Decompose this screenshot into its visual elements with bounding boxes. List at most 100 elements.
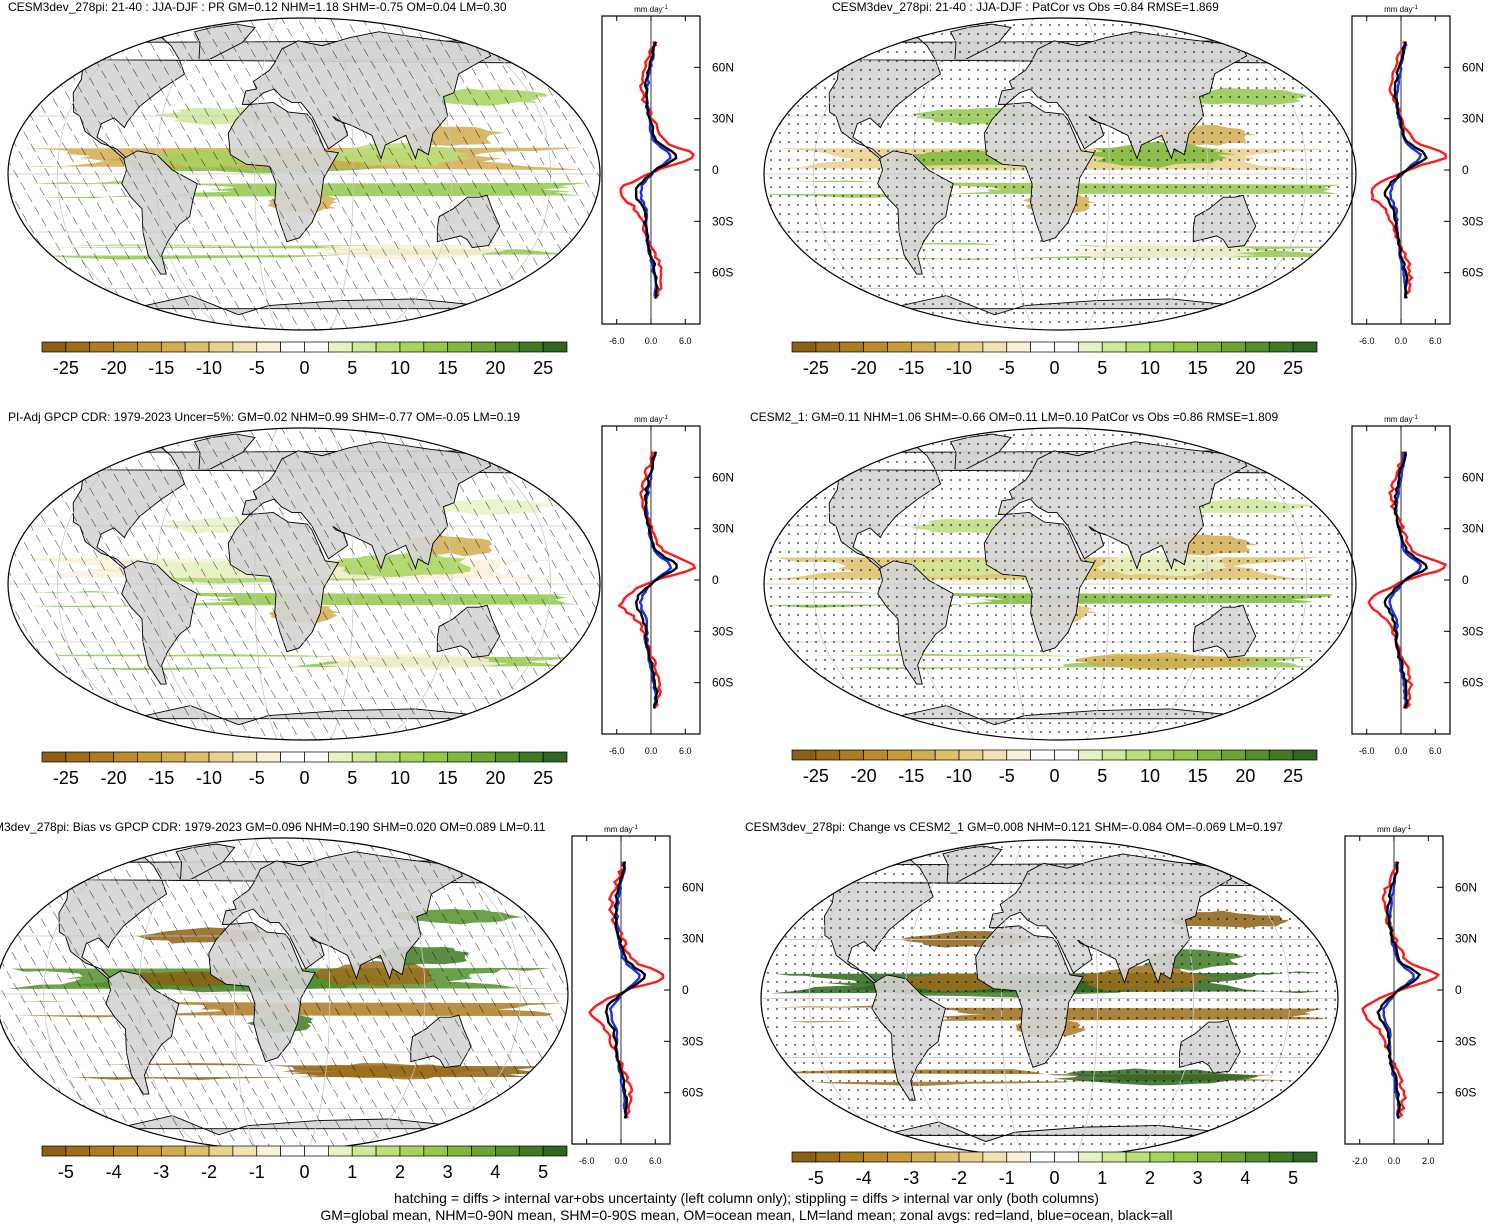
colorbar-swatch [471, 341, 496, 353]
zonal-average-plot: mm day-1 -6.0 0.0 6.0 60N 30N 0 30S 60S [571, 825, 704, 1166]
colorbar-swatch [1101, 1151, 1127, 1163]
colorbar-swatch [89, 341, 114, 353]
colorbar-swatch [351, 1145, 377, 1157]
colorbar-swatch [304, 1145, 329, 1157]
zonal-x-tick-label: -6.0 [1359, 746, 1375, 756]
zonal-lat-label: 60N [712, 60, 734, 74]
colorbar-swatch [863, 1151, 888, 1163]
zonal-x-tick-label: 6.0 [649, 1156, 662, 1166]
colorbar-swatch [160, 751, 186, 763]
colorbar-swatch [399, 341, 425, 353]
footer-notes: hatching = diffs > internal var+obs unce… [0, 1190, 1493, 1224]
colorbar-swatch [304, 341, 329, 353]
colorbar-tick-label: -2 [201, 1162, 217, 1182]
colorbar-swatch [542, 1145, 568, 1157]
colorbar-swatch [423, 341, 449, 353]
colorbar-swatch [1054, 341, 1079, 353]
colorbar-tick-label: -20 [851, 766, 877, 786]
colorbar-swatch [1078, 749, 1103, 761]
colorbar-swatch [256, 751, 281, 763]
colorbar-swatch [399, 751, 425, 763]
colorbar-swatch [1245, 749, 1270, 761]
colorbar-swatch [232, 341, 258, 353]
colorbar-tick-label: 25 [1283, 358, 1303, 378]
zonal-lat-label: 30S [1462, 214, 1483, 228]
colorbar-swatch [471, 751, 496, 763]
panel-title: CESM3dev_278pi: 21-40 : JJA-DJF : PatCor… [832, 0, 1219, 14]
zonal-x-tick-label: 6.0 [1429, 336, 1442, 346]
colorbar-swatch [1173, 749, 1199, 761]
zonal-lat-label: 60S [1462, 676, 1483, 690]
zonal-unit-label: mm day-1 [634, 415, 668, 424]
colorbar: -5 -4 -3 -2 -1 0 1 2 3 4 5 [41, 1145, 568, 1182]
panel-title: CESM2_1: GM=0.11 NHM=1.06 SHM=-0.66 OM=0… [750, 410, 1279, 424]
panel-gpcp-obs: PI-Adj GPCP CDR: 1979-2023 Uncer=5%: GM=… [0, 410, 740, 800]
colorbar-tick-label: 25 [533, 768, 553, 788]
colorbar-swatch [137, 1145, 162, 1157]
zonal-lat-label: 30N [682, 932, 704, 946]
panel-change-vs-cesm2: CESM3dev_278pi: Change vs CESM2_1 GM=0.0… [745, 820, 1493, 1190]
colorbar-swatch [910, 341, 936, 353]
colorbar-swatch [232, 1145, 258, 1157]
colorbar-swatch [791, 341, 817, 353]
colorbar-tick-label: -1 [999, 1168, 1015, 1188]
panel-title: CESM3dev_278pi: Change vs CESM2_1 GM=0.0… [745, 820, 1283, 834]
colorbar-swatch [41, 1145, 67, 1157]
colorbar-swatch [495, 341, 520, 353]
colorbar-tick-label: 4 [490, 1162, 500, 1182]
zonal-average-plot: mm day-1 -2.0 0.0 2.0 60N 30N 0 30S 60S [1344, 825, 1477, 1166]
footer-line-1: hatching = diffs > internal var+obs unce… [394, 1190, 1099, 1206]
colorbar-swatch [542, 341, 568, 353]
colorbar-swatch [982, 1151, 1008, 1163]
colorbar-swatch [65, 1145, 91, 1157]
colorbar-swatch [423, 1145, 449, 1157]
zonal-x-tick-label: 0.0 [1395, 336, 1408, 346]
colorbar-swatch [839, 341, 864, 353]
zonal-x-tick-label: 6.0 [679, 336, 692, 346]
colorbar-swatch [958, 749, 984, 761]
zonal-all-curve [1376, 861, 1422, 1119]
colorbar-swatch [1173, 1151, 1199, 1163]
zonal-lat-label: 60S [712, 676, 733, 690]
colorbar-tick-label: -5 [999, 358, 1015, 378]
colorbar-tick-label: 10 [1140, 766, 1160, 786]
colorbar-swatch [423, 751, 449, 763]
colorbar-swatch [1268, 341, 1294, 353]
colorbar-swatch [1006, 341, 1031, 353]
zonal-all-curve [1383, 41, 1428, 299]
zonal-x-tick-label: 0.0 [645, 336, 658, 346]
colorbar-swatch [256, 1145, 281, 1157]
colorbar-tick-label: -5 [249, 768, 265, 788]
colorbar-swatch [791, 1151, 817, 1163]
colorbar-tick-label: -4 [106, 1162, 122, 1182]
zonal-x-tick-label: -6.0 [609, 336, 625, 346]
colorbar-swatch [351, 751, 377, 763]
colorbar-swatch [518, 751, 544, 763]
colorbar-swatch [495, 1145, 520, 1157]
colorbar-tick-label: -3 [153, 1162, 169, 1182]
colorbar-tick-label: -5 [999, 766, 1015, 786]
colorbar-tick-label: 20 [1235, 358, 1255, 378]
colorbar-tick-label: 2 [395, 1162, 405, 1182]
zonal-all-curve [604, 861, 647, 1119]
colorbar-swatch [41, 751, 67, 763]
colorbar-tick-label: 5 [538, 1162, 548, 1182]
zonal-lat-label: 0 [1455, 983, 1462, 997]
colorbar-tick-label: -10 [946, 766, 972, 786]
world-map [763, 427, 1357, 741]
colorbar-swatch [1030, 749, 1055, 761]
zonal-lat-label: 30S [682, 1034, 703, 1048]
zonal-lat-label: 30N [1462, 522, 1484, 536]
colorbar-swatch [447, 341, 472, 353]
colorbar-tick-label: 5 [1097, 766, 1107, 786]
colorbar-tick-label: 4 [1240, 1168, 1250, 1188]
colorbar: -25 -20 -15 -10 -5 0 5 10 15 20 25 [791, 749, 1318, 786]
colorbar-tick-label: 1 [1097, 1168, 1107, 1188]
colorbar-tick-label: -15 [898, 358, 924, 378]
world-map [7, 427, 601, 741]
colorbar-swatch [256, 341, 281, 353]
colorbar: -25 -20 -15 -10 -5 0 5 10 15 20 25 [791, 341, 1318, 378]
world-map [760, 839, 1339, 1158]
colorbar-swatch [982, 341, 1008, 353]
colorbar-swatch [447, 751, 472, 763]
